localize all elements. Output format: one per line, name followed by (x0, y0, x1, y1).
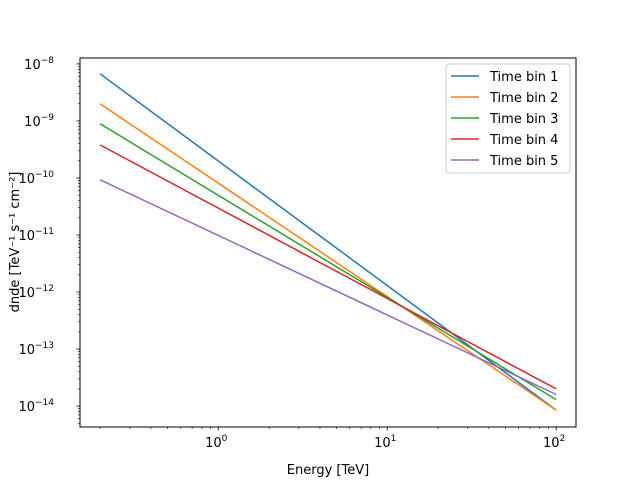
ticks: 100 101 102 10−8 10−9 10−10 10−11 10−12 10−13 10−… (18, 56, 565, 451)
axes-frame (79, 57, 577, 428)
y-tick-label: 10−12 (18, 284, 54, 301)
series-line-4 (99, 144, 557, 390)
y-tick-label: 10−8 (24, 56, 54, 73)
series-line-5 (99, 179, 557, 396)
legend: Time bin 1 Time bin 2 Time bin 3 Time bin 4… (445, 63, 571, 174)
x-axis-label: Energy [TeV] (287, 463, 369, 478)
legend-label: Time bin 5 (489, 154, 558, 169)
legend-label: Time bin 2 (489, 91, 558, 106)
series-lines (99, 73, 557, 411)
x-tick-label: 100 (205, 434, 228, 451)
y-axis-label: dnde [TeV⁻¹ s⁻¹ cm⁻²] (8, 172, 23, 313)
series-line-3 (99, 123, 557, 401)
y-tick-label: 10−14 (18, 398, 54, 415)
y-tick-label: 10−10 (18, 170, 54, 187)
y-tick-label: 10−9 (24, 113, 54, 130)
x-tick-label: 102 (543, 434, 565, 451)
legend-label: Time bin 3 (489, 112, 558, 127)
legend-label: Time bin 4 (489, 133, 558, 148)
legend-label: Time bin 1 (489, 70, 558, 85)
y-tick-label: 10−11 (18, 227, 54, 244)
y-tick-label: 10−13 (18, 341, 54, 358)
x-tick-label: 101 (374, 434, 396, 451)
legend-box (445, 63, 571, 174)
